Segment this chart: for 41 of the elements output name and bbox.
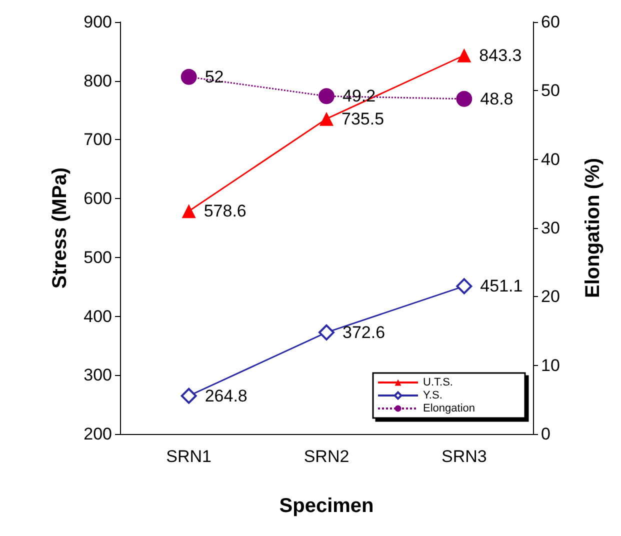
data-label: 578.6 xyxy=(204,202,246,221)
data-label: 451.1 xyxy=(480,276,523,296)
legend-label: U.T.S. xyxy=(423,376,453,388)
x-tick-label: SRN3 xyxy=(441,447,487,466)
y2-tick-label: 10 xyxy=(541,356,560,375)
y-tick-label: 600 xyxy=(84,189,112,208)
y-axis-title: Stress (MPa) xyxy=(49,167,71,289)
point xyxy=(456,278,472,294)
y-tick-label: 900 xyxy=(84,12,112,32)
y2-tick-label: 60 xyxy=(541,12,560,32)
x-axis-title: Specimen xyxy=(279,495,374,517)
data-label: 372.6 xyxy=(342,322,386,342)
data-label: 843.3 xyxy=(479,46,522,65)
point xyxy=(180,388,197,404)
legend-label: Elongation xyxy=(423,402,476,414)
y2-tick-label: 30 xyxy=(541,218,560,238)
y-tick-label: 300 xyxy=(84,366,112,385)
point xyxy=(180,68,197,85)
data-label: 48.8 xyxy=(480,89,514,108)
x-tick-label: SRN2 xyxy=(304,447,350,466)
data-label: 735.5 xyxy=(342,109,384,128)
data-label: 52 xyxy=(204,67,224,86)
x-tick-label: SRN1 xyxy=(166,447,212,466)
y-tick-label: 700 xyxy=(84,130,112,150)
point xyxy=(457,48,472,62)
y-tick-label: 400 xyxy=(84,306,112,326)
y2-tick-label: 40 xyxy=(541,150,560,169)
legend-label: Y.S. xyxy=(423,390,442,402)
y-tick-label: 800 xyxy=(84,71,112,90)
point xyxy=(320,112,334,126)
point xyxy=(318,324,334,340)
data-label: 264.8 xyxy=(204,386,248,406)
y-tick-label: 500 xyxy=(84,248,112,267)
y-tick-label: 200 xyxy=(84,424,112,444)
y2-tick-label: 0 xyxy=(541,424,550,444)
y2-tick-label: 20 xyxy=(541,287,560,306)
y2-axis-title: Elongation (%) xyxy=(582,158,604,298)
point xyxy=(182,204,196,218)
y2-tick-label: 50 xyxy=(541,81,560,100)
point xyxy=(456,90,472,107)
point xyxy=(318,88,334,104)
